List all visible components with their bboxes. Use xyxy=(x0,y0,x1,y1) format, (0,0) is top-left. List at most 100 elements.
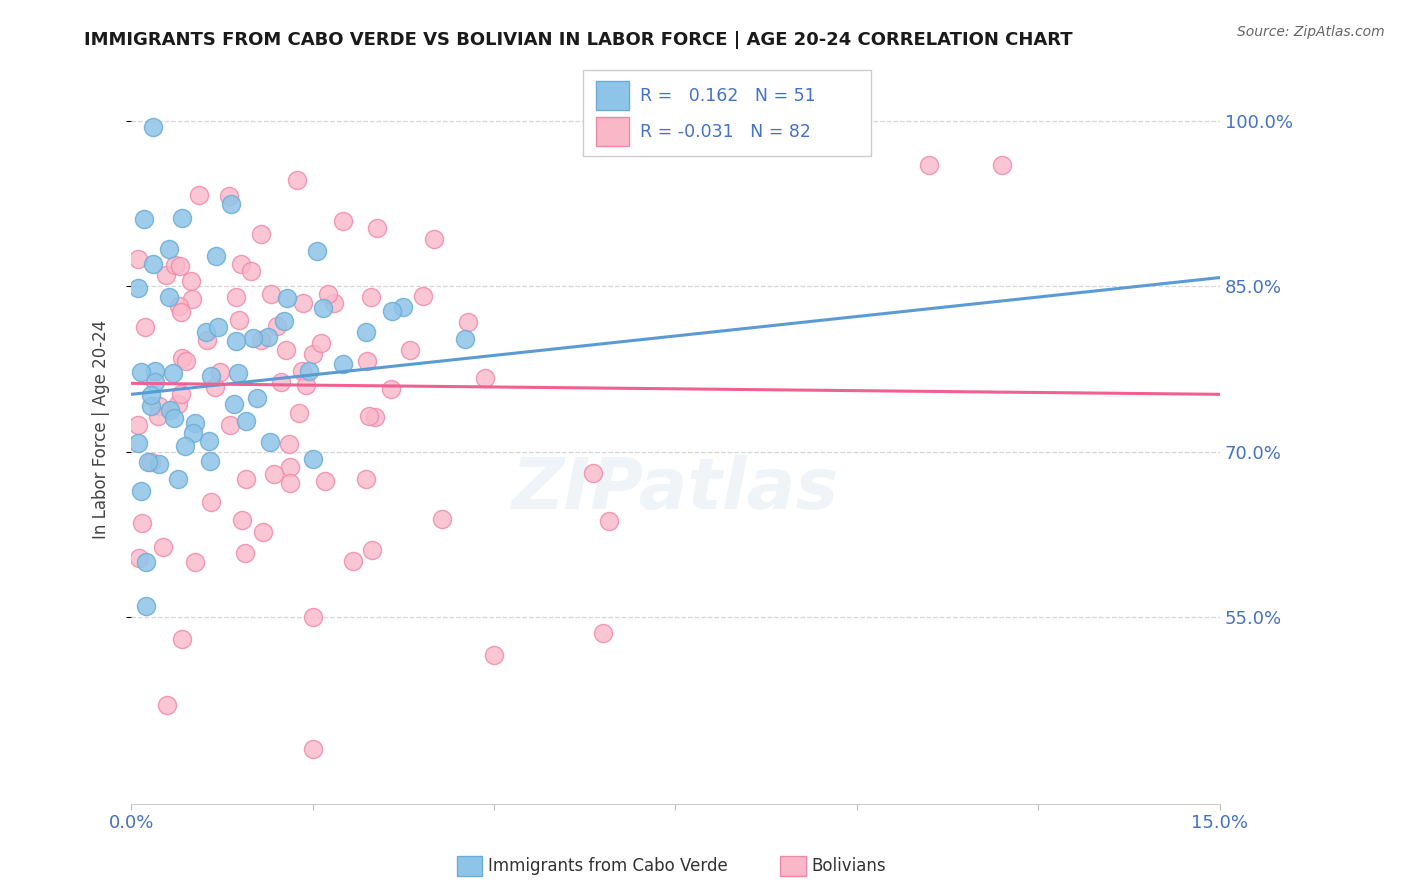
Point xyxy=(155,268,177,283)
Point xyxy=(170,351,193,365)
Point xyxy=(302,451,325,466)
Point xyxy=(180,274,202,288)
Text: ZIPatlas: ZIPatlas xyxy=(512,455,839,524)
Point xyxy=(136,455,159,469)
Point xyxy=(148,409,170,424)
Point xyxy=(148,457,170,471)
Point xyxy=(918,158,941,172)
Point xyxy=(143,375,166,389)
Point xyxy=(233,546,256,560)
Point xyxy=(298,364,321,378)
Point xyxy=(131,516,153,531)
Point xyxy=(218,189,240,203)
Point xyxy=(205,249,228,263)
Point xyxy=(129,365,152,379)
Point xyxy=(167,299,190,313)
Point xyxy=(231,257,253,271)
Point xyxy=(288,406,311,420)
Point xyxy=(399,343,422,358)
Point xyxy=(301,609,323,624)
Point xyxy=(250,333,273,347)
Point xyxy=(285,173,308,187)
Point xyxy=(294,378,316,392)
Point xyxy=(361,543,384,558)
Point xyxy=(314,474,336,488)
Point xyxy=(195,325,218,339)
Point xyxy=(231,513,253,527)
Point xyxy=(181,426,204,441)
Point xyxy=(235,472,257,486)
Point xyxy=(143,364,166,378)
Point xyxy=(163,258,186,272)
Point xyxy=(224,397,246,411)
Point xyxy=(312,301,335,315)
Point xyxy=(134,211,156,226)
Point xyxy=(142,257,165,271)
Point xyxy=(256,330,278,344)
Point xyxy=(270,375,292,389)
Point xyxy=(276,292,298,306)
Point xyxy=(141,399,163,413)
Text: Source: ZipAtlas.com: Source: ZipAtlas.com xyxy=(1237,25,1385,39)
Point xyxy=(474,371,496,385)
Bar xyxy=(596,81,628,110)
Point xyxy=(380,382,402,396)
Y-axis label: In Labor Force | Age 20-24: In Labor Force | Age 20-24 xyxy=(93,320,110,539)
Point xyxy=(128,551,150,566)
Point xyxy=(139,388,162,402)
Point xyxy=(423,232,446,246)
Point xyxy=(252,524,274,539)
Point xyxy=(301,347,323,361)
Point xyxy=(582,466,605,480)
Point xyxy=(131,483,153,498)
Point xyxy=(163,410,186,425)
Point xyxy=(127,417,149,432)
Point xyxy=(157,242,180,256)
Point xyxy=(457,315,479,329)
Point xyxy=(392,300,415,314)
Point xyxy=(127,252,149,266)
Point xyxy=(598,514,620,528)
Point xyxy=(359,409,381,424)
Point xyxy=(354,326,377,340)
Point xyxy=(342,554,364,568)
Point xyxy=(156,698,179,712)
Text: Immigrants from Cabo Verde: Immigrants from Cabo Verde xyxy=(488,857,728,875)
Point xyxy=(454,332,477,346)
Point xyxy=(169,259,191,273)
Point xyxy=(316,287,339,301)
Point xyxy=(219,197,242,211)
Point xyxy=(366,221,388,235)
Point xyxy=(148,400,170,414)
Point xyxy=(259,435,281,450)
Point xyxy=(266,319,288,334)
Point xyxy=(432,512,454,526)
Point xyxy=(174,439,197,453)
Point xyxy=(307,244,329,259)
Point xyxy=(183,416,205,430)
Point xyxy=(332,357,354,371)
Point xyxy=(208,365,231,379)
Point xyxy=(235,414,257,428)
Point xyxy=(198,454,221,468)
Point xyxy=(170,305,193,319)
Point xyxy=(322,296,344,310)
Point xyxy=(228,312,250,326)
Point xyxy=(291,364,314,378)
Point xyxy=(198,434,221,448)
Point xyxy=(360,290,382,304)
Point xyxy=(139,455,162,469)
Point xyxy=(127,281,149,295)
Point xyxy=(991,158,1014,172)
Point xyxy=(187,188,209,202)
Point xyxy=(170,386,193,401)
Point xyxy=(207,319,229,334)
Point xyxy=(152,540,174,554)
Bar xyxy=(583,70,872,156)
Point xyxy=(200,369,222,384)
Point xyxy=(167,397,190,411)
Text: IMMIGRANTS FROM CABO VERDE VS BOLIVIAN IN LABOR FORCE | AGE 20-24 CORRELATION CH: IMMIGRANTS FROM CABO VERDE VS BOLIVIAN I… xyxy=(84,31,1073,49)
Point xyxy=(332,213,354,227)
Point xyxy=(292,295,315,310)
Point xyxy=(381,303,404,318)
